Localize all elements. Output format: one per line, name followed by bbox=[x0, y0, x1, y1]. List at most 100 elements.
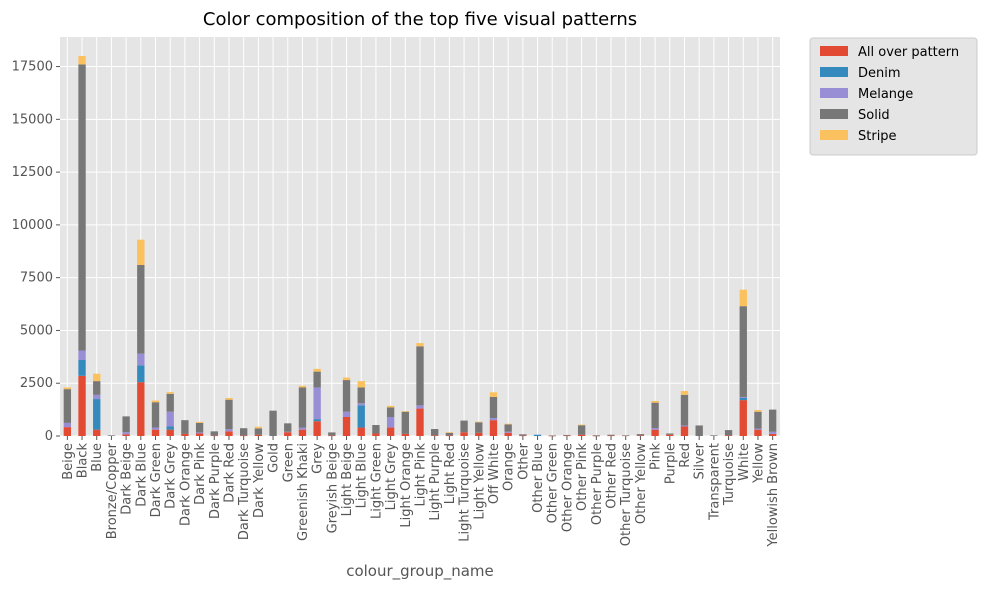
bar-segment bbox=[401, 433, 409, 436]
bar-segment bbox=[754, 428, 762, 430]
legend-label: Denim bbox=[858, 66, 901, 81]
bar-segment bbox=[357, 405, 365, 428]
bar-segment bbox=[489, 392, 498, 397]
bar-segment bbox=[328, 432, 336, 436]
bar-segment bbox=[240, 435, 248, 437]
bar-segment bbox=[724, 430, 733, 436]
bar-segment bbox=[63, 387, 72, 390]
bar-segment bbox=[754, 411, 762, 429]
bar-segment bbox=[93, 429, 101, 436]
bar-segment bbox=[210, 431, 218, 436]
x-tick-label: Dark Yellow bbox=[252, 443, 267, 518]
bar-segment bbox=[313, 371, 321, 388]
bar-segment bbox=[181, 420, 189, 434]
bar-segment bbox=[651, 402, 659, 428]
bar-segment bbox=[151, 427, 160, 430]
x-axis-ticks: Beige Black Blue Bronze/Copper Dark Beige Dar… bbox=[61, 436, 781, 548]
x-tick-label: Transparent bbox=[707, 443, 722, 521]
bar-segment bbox=[445, 435, 454, 437]
legend: All over pattern Denim Melange Solid Stripe bbox=[809, 37, 978, 156]
x-tick-label: Other Green bbox=[546, 443, 561, 523]
bar-segment bbox=[401, 411, 409, 434]
bar-segment bbox=[210, 435, 218, 437]
bar-segment bbox=[489, 418, 498, 421]
bar-segment bbox=[386, 407, 395, 417]
bar-segment bbox=[225, 399, 233, 430]
bar-segment bbox=[739, 306, 747, 397]
bar-segment bbox=[122, 434, 130, 436]
bar-segment bbox=[651, 429, 659, 436]
bar-segment bbox=[724, 435, 733, 436]
x-tick-label: Bronze/Copper bbox=[105, 442, 120, 539]
bar-segment bbox=[254, 434, 263, 436]
y-tick-label: 2500 bbox=[20, 376, 53, 391]
x-tick-label: Dark Beige bbox=[120, 443, 135, 515]
x-tick-label: Yellowish Brown bbox=[766, 443, 781, 548]
bar-segment bbox=[533, 434, 542, 436]
bar-segment bbox=[548, 435, 556, 436]
bar-segment bbox=[386, 427, 395, 436]
bar-segment bbox=[93, 381, 101, 395]
bar-segment bbox=[181, 433, 189, 436]
bar-segment bbox=[680, 426, 689, 436]
bar-segment bbox=[225, 398, 233, 400]
x-tick-label: Other bbox=[516, 442, 531, 480]
x-tick-label: Other Purple bbox=[590, 443, 605, 525]
bar-segment bbox=[151, 402, 160, 428]
x-tick-label: Off White bbox=[487, 443, 502, 504]
bar-segment bbox=[63, 389, 72, 423]
y-tick-label: 7500 bbox=[20, 271, 53, 286]
x-tick-label: Dark Grey bbox=[164, 443, 179, 509]
bar-segment bbox=[122, 416, 130, 433]
bar-segment bbox=[78, 360, 86, 376]
bar-segment bbox=[680, 425, 689, 427]
bar-segment bbox=[357, 381, 365, 388]
x-tick-label: Gold bbox=[267, 443, 282, 473]
bar-segment bbox=[504, 432, 512, 436]
bar-segment bbox=[666, 434, 674, 436]
legend-box bbox=[809, 37, 978, 156]
x-tick-label: Other Pink bbox=[575, 443, 590, 511]
bar-segment bbox=[63, 422, 72, 428]
bar-segment bbox=[622, 435, 630, 436]
bar-segment bbox=[137, 239, 145, 265]
bar-segment bbox=[475, 422, 483, 433]
bar-segment bbox=[651, 427, 659, 430]
x-tick-label: Light Turquoise bbox=[458, 443, 473, 542]
x-tick-label: Greyish Beige bbox=[325, 443, 340, 533]
bar-segment bbox=[416, 405, 424, 409]
bar-segment bbox=[254, 426, 263, 429]
bar-segment bbox=[754, 410, 762, 412]
bar-segment bbox=[93, 394, 101, 400]
x-tick-label: Dark Green bbox=[149, 443, 164, 517]
x-tick-label: Turquoise bbox=[722, 443, 737, 506]
bar-segment bbox=[313, 421, 321, 436]
x-tick-label: Light Yellow bbox=[472, 443, 487, 520]
bar-segment bbox=[195, 432, 204, 434]
bar-segment bbox=[225, 429, 233, 432]
bar-segment bbox=[166, 426, 174, 430]
bar-segment bbox=[93, 399, 101, 430]
x-tick-label: Other Red bbox=[605, 443, 620, 509]
x-tick-label: Light Grey bbox=[384, 443, 399, 511]
x-tick-label: Other Blue bbox=[531, 443, 546, 513]
bar-segment bbox=[768, 431, 777, 434]
legend-label: Melange bbox=[858, 87, 913, 102]
x-tick-label: Yellow bbox=[751, 443, 766, 484]
bar-segment bbox=[342, 417, 351, 436]
bar-segment bbox=[357, 403, 365, 406]
bar-segment bbox=[357, 387, 365, 404]
bar-segment bbox=[386, 405, 395, 408]
bars bbox=[63, 56, 777, 437]
bar-segment bbox=[284, 432, 292, 436]
bar-segment bbox=[445, 432, 454, 433]
x-tick-label: Dark Pink bbox=[193, 443, 208, 505]
x-tick-label: Light Purple bbox=[428, 443, 443, 521]
x-tick-label: Grey bbox=[311, 443, 326, 474]
bar-segment bbox=[298, 429, 307, 436]
legend-label: Stripe bbox=[858, 129, 897, 144]
x-tick-label: Other Turquoise bbox=[619, 443, 634, 546]
bar-segment bbox=[195, 421, 204, 423]
bar-segment bbox=[137, 365, 145, 383]
legend-label: All over pattern bbox=[858, 45, 959, 60]
